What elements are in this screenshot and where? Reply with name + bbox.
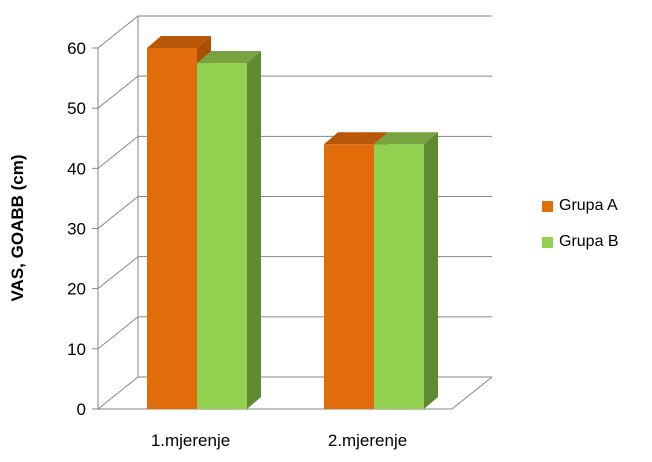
x-tick-label: 1.mjerenje <box>151 431 230 450</box>
legend-label-grupa-a: Grupa A <box>559 197 618 214</box>
y-tick-label: 30 <box>67 220 86 239</box>
bar <box>147 48 197 409</box>
legend-swatch-grupa-a <box>542 200 553 212</box>
bar-top <box>374 132 438 145</box>
y-tick-label: 60 <box>67 39 86 58</box>
bar <box>374 144 424 409</box>
x-tick-label: 2.mjerenje <box>328 431 407 450</box>
gridline <box>97 75 492 109</box>
gridline <box>97 15 492 49</box>
legend-swatch-grupa-b <box>542 236 553 248</box>
bar-top <box>324 132 388 145</box>
bar-side <box>247 51 261 410</box>
legend-label-grupa-b: Grupa B <box>559 233 619 250</box>
y-tick-label: 20 <box>67 280 86 299</box>
legend: Grupa A Grupa B <box>542 196 619 268</box>
y-axis-ticks: 0 10 20 30 40 50 60 <box>67 39 86 419</box>
y-tick-label: 0 <box>77 400 86 419</box>
bar-top <box>197 51 261 64</box>
y-tick-label: 40 <box>67 159 86 178</box>
bar <box>324 144 374 409</box>
legend-item-grupa-b: Grupa B <box>542 232 619 252</box>
legend-item-grupa-a: Grupa A <box>542 196 619 216</box>
bar-side <box>424 132 438 409</box>
x-axis-labels: 1.mjerenje 2.mjerenje <box>151 431 407 450</box>
bar <box>197 63 247 410</box>
y-axis-title: VAS, GOABB (cm) <box>8 154 27 301</box>
bar-top <box>147 36 211 48</box>
y-tick-label: 50 <box>67 99 86 118</box>
y-tick-label: 10 <box>67 340 86 359</box>
bars <box>147 36 438 410</box>
